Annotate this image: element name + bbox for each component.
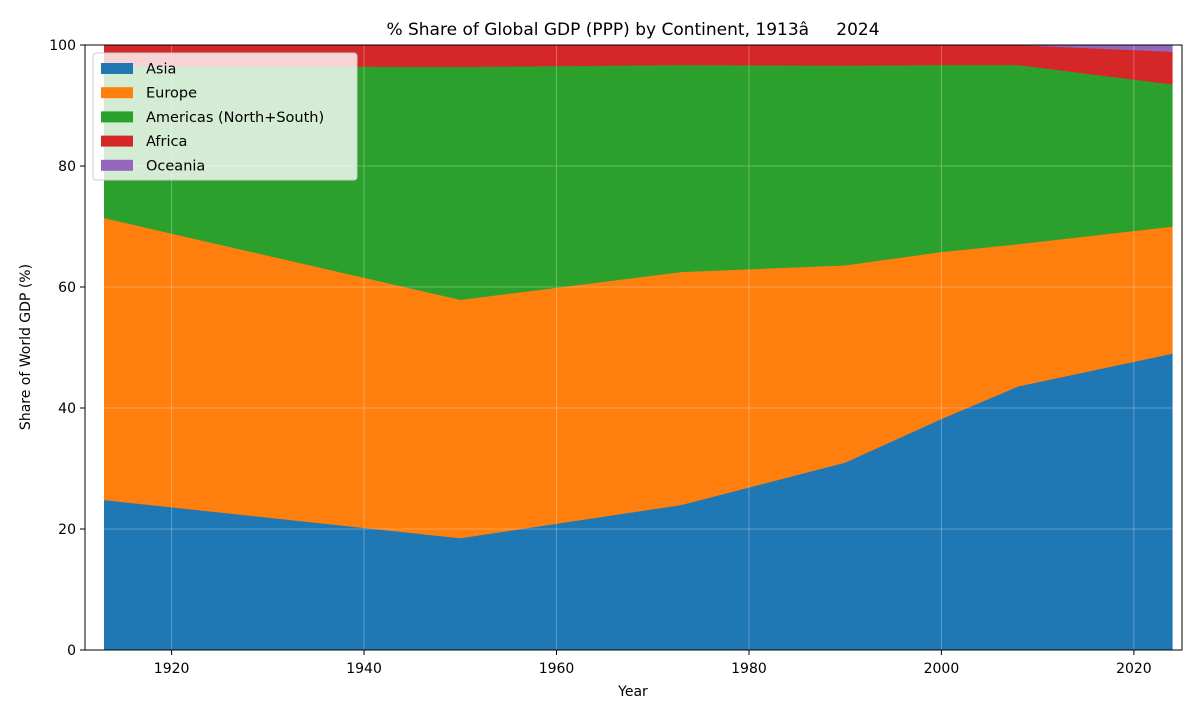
y-tick-label: 60 <box>58 280 76 296</box>
y-tick-label: 80 <box>58 159 76 175</box>
x-tick-label: 2000 <box>924 661 960 677</box>
legend-swatch <box>101 159 133 171</box>
legend-label: Europe <box>146 86 197 102</box>
legend-label: Asia <box>146 62 176 78</box>
legend-label: Americas (North+South) <box>146 110 324 126</box>
x-tick-label: 1940 <box>346 661 382 677</box>
x-tick-label: 1960 <box>539 661 575 677</box>
legend-label: Oceania <box>146 158 205 174</box>
legend-swatch <box>101 87 133 99</box>
x-tick-label: 2020 <box>1116 661 1152 677</box>
x-axis-label: Year <box>617 684 648 700</box>
legend-swatch <box>101 135 133 147</box>
x-tick-label: 1980 <box>731 661 767 677</box>
y-tick-label: 0 <box>67 643 76 659</box>
x-tick-label: 1920 <box>154 661 190 677</box>
legend-swatch <box>101 111 133 123</box>
y-axis-label: Share of World GDP (%) <box>18 264 34 430</box>
y-tick-label: 20 <box>58 522 76 538</box>
legend-swatch <box>101 63 133 74</box>
y-tick-label: 40 <box>58 401 76 417</box>
plot-frame <box>84 44 1183 651</box>
chart-title: % Share of Global GDP (PPP) by Continent… <box>386 20 879 40</box>
legend: Asia Europe Americas (North+South) Africa Oc… <box>92 52 358 181</box>
legend-label: Africa <box>146 134 187 150</box>
legend-box <box>92 52 358 181</box>
y-tick-label: 100 <box>49 38 76 54</box>
